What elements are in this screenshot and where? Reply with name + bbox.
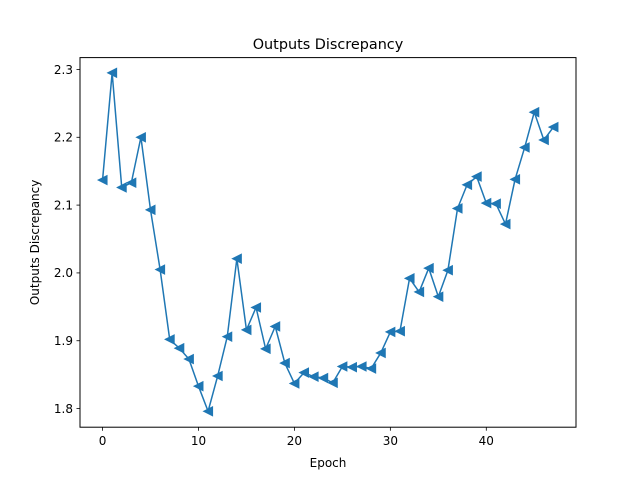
y-tick-label: 2.2 xyxy=(54,131,73,145)
data-point-marker xyxy=(125,177,137,189)
x-axis: 0 10 20 30 40 xyxy=(99,427,494,448)
data-point-marker xyxy=(221,331,233,342)
data-point-marker xyxy=(144,204,156,216)
chart-title: Outputs Discrepancy xyxy=(253,37,404,53)
data-point-marker xyxy=(231,253,242,264)
data-point-marker xyxy=(509,174,521,185)
data-point-marker xyxy=(336,361,348,372)
data-point-marker xyxy=(240,324,252,336)
data-point-marker xyxy=(490,198,501,210)
data-point-marker xyxy=(250,302,262,313)
plot-area xyxy=(96,67,559,417)
data-point-marker xyxy=(307,371,319,382)
y-tick-label: 2.3 xyxy=(54,63,73,77)
data-point-marker xyxy=(279,357,290,369)
data-point-marker xyxy=(384,326,396,338)
x-tick-label: 0 xyxy=(99,434,107,448)
data-point-marker xyxy=(260,343,271,355)
data-point-marker xyxy=(442,264,453,276)
data-point-marker xyxy=(413,286,425,298)
data-point-marker xyxy=(403,273,415,284)
data-point-marker xyxy=(528,106,540,118)
x-tick-label: 20 xyxy=(287,434,302,448)
x-axis-label: Epoch xyxy=(310,456,347,470)
data-point-marker xyxy=(355,361,367,372)
axes-frame xyxy=(79,57,577,428)
data-point-marker xyxy=(212,370,223,382)
y-tick-label: 1.8 xyxy=(54,402,73,416)
data-point-marker xyxy=(116,182,127,193)
data-point-marker xyxy=(547,121,559,133)
x-tick-label: 30 xyxy=(383,434,398,448)
data-point-marker xyxy=(365,363,377,374)
data-point-marker xyxy=(135,131,146,143)
data-point-marker xyxy=(183,353,194,365)
data-point-marker xyxy=(499,218,511,230)
data-point-marker xyxy=(106,67,118,79)
y-tick-label: 1.9 xyxy=(54,334,73,348)
data-point-marker xyxy=(202,405,214,417)
data-point-marker xyxy=(317,372,329,384)
data-point-marker xyxy=(538,134,549,146)
y-tick-label: 2.0 xyxy=(54,266,73,280)
data-point-marker xyxy=(480,197,492,209)
data-point-marker xyxy=(298,367,310,378)
data-point-marker xyxy=(394,325,405,337)
data-point-marker xyxy=(423,262,434,274)
data-point-marker xyxy=(96,174,108,186)
x-tick-label: 40 xyxy=(479,434,494,448)
data-point-marker xyxy=(461,179,473,191)
data-point-marker xyxy=(269,321,281,332)
data-point-marker xyxy=(173,342,185,354)
data-point-marker xyxy=(519,142,530,153)
data-point-marker xyxy=(154,264,166,275)
data-point-marker xyxy=(346,361,357,373)
data-point-marker xyxy=(375,347,386,359)
data-point-marker xyxy=(432,291,444,302)
x-tick-label: 10 xyxy=(191,434,206,448)
y-tick-label: 2.1 xyxy=(54,198,73,212)
y-axis-label: Outputs Discrepancy xyxy=(28,180,42,306)
data-point-marker xyxy=(471,171,482,182)
data-point-marker xyxy=(327,377,338,389)
data-point-marker xyxy=(164,334,175,345)
data-point-marker xyxy=(288,378,300,389)
data-point-marker xyxy=(192,380,204,392)
data-point-marker xyxy=(451,203,463,214)
y-axis: 1.8 1.9 2.0 2.1 2.2 2.3 xyxy=(54,63,80,416)
